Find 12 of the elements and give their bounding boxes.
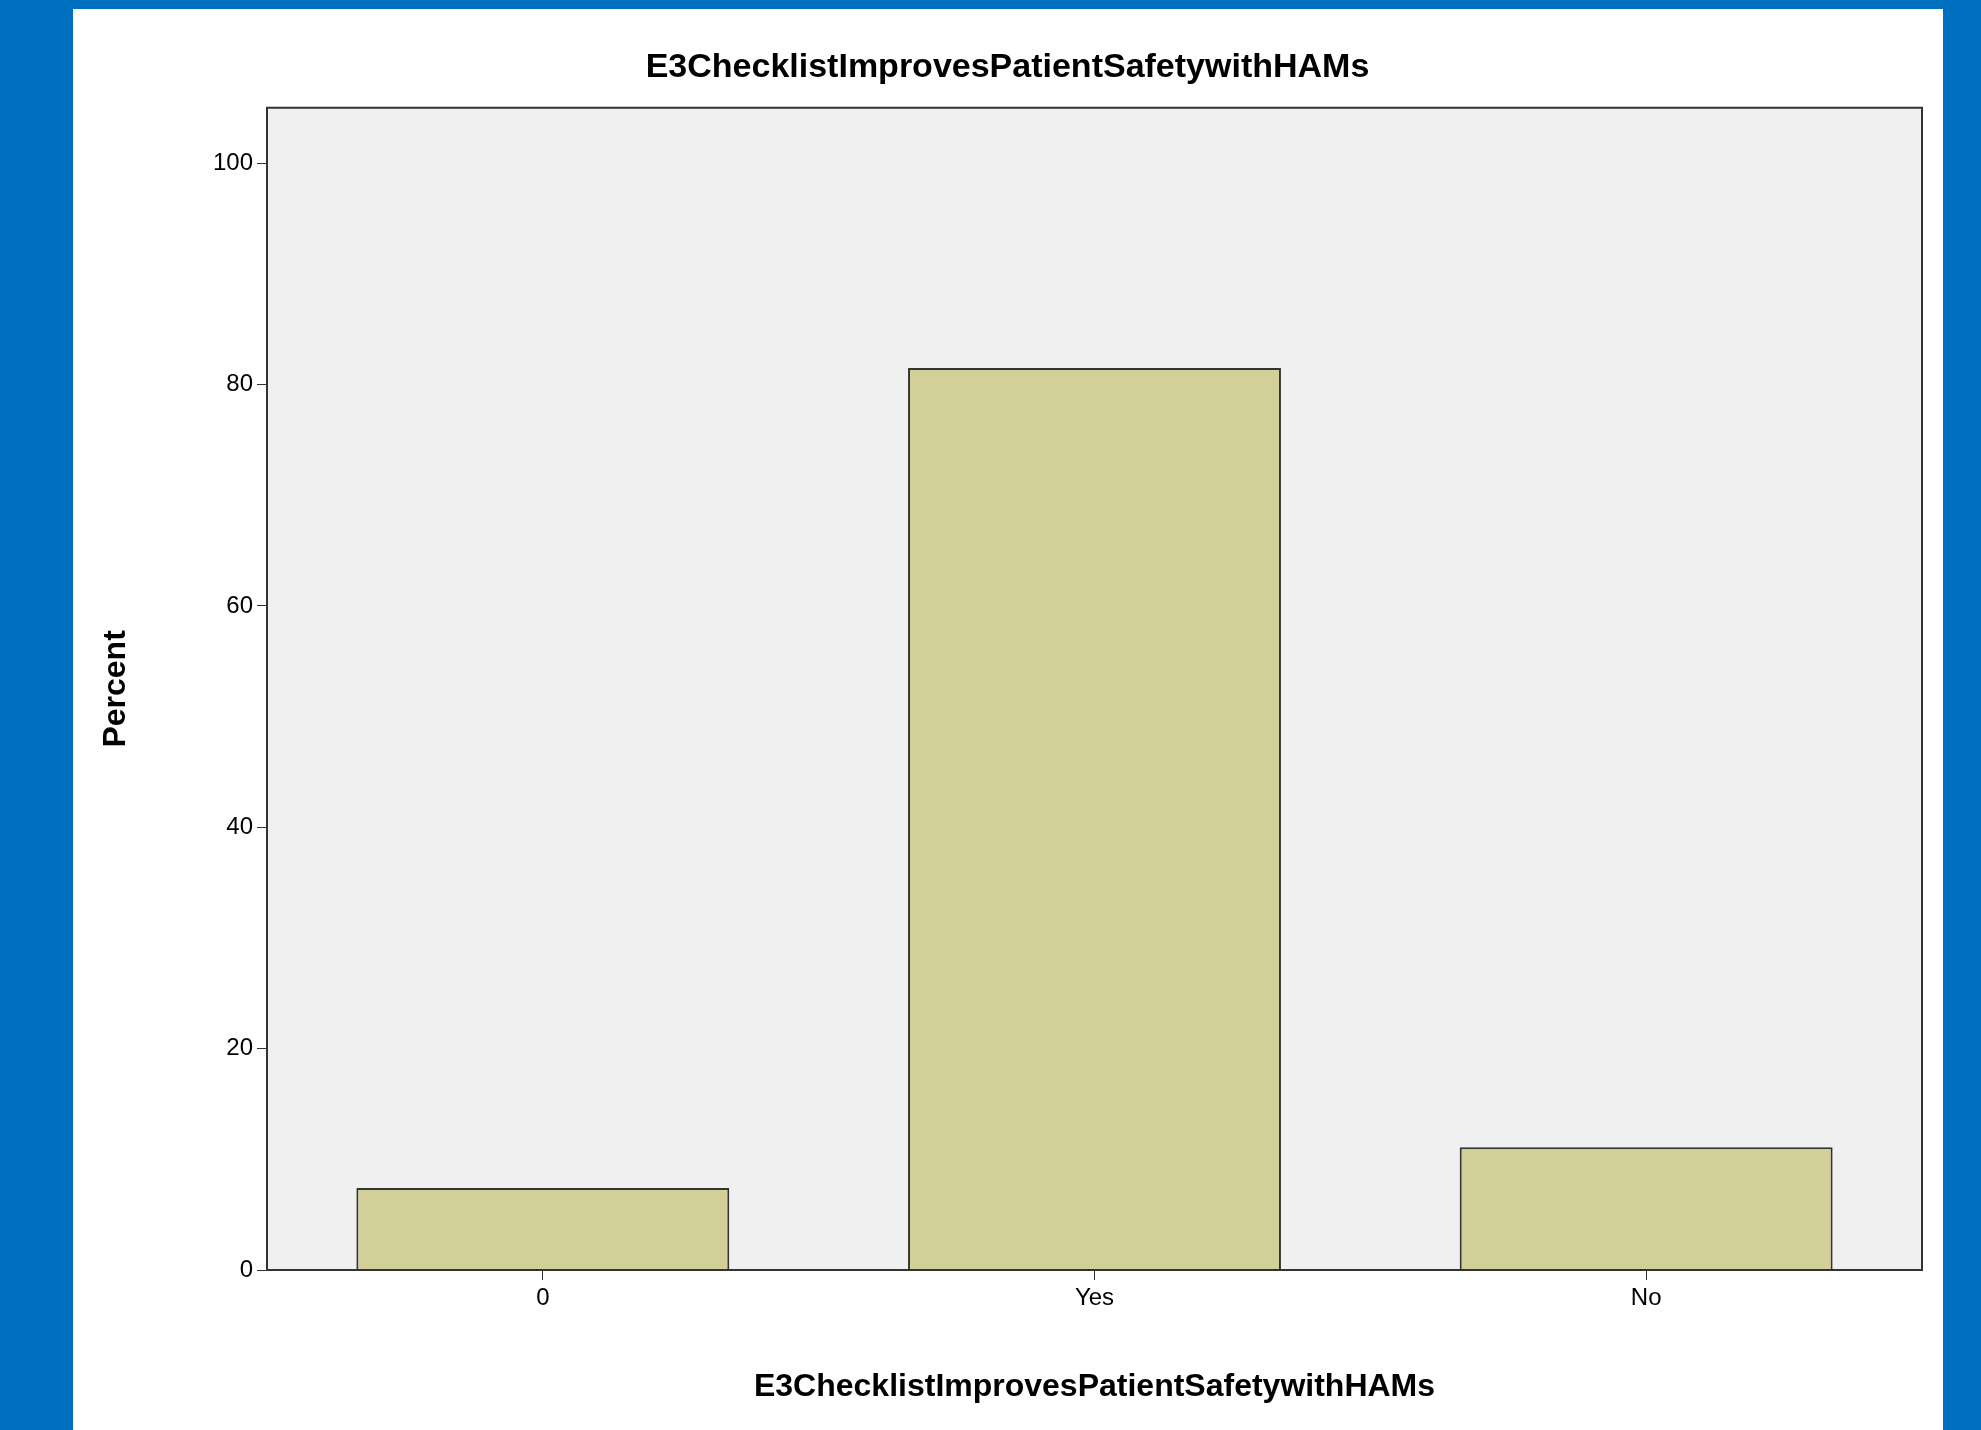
- y-tick-label: 80: [226, 369, 253, 397]
- x-tick-label: 0: [536, 1283, 550, 1311]
- x-tick-label: No: [1630, 1283, 1662, 1311]
- y-tick-label: 0: [239, 1254, 253, 1282]
- x-tick-label: Yes: [1074, 1283, 1115, 1311]
- y-tick-label: 60: [226, 590, 253, 618]
- chart-title: E3ChecklistImprovesPatientSafetywithHAMs: [645, 45, 1370, 84]
- y-axis-title: Percent: [96, 629, 133, 748]
- y-tick-label: 20: [226, 1033, 253, 1061]
- y-tick-label: 40: [226, 811, 253, 839]
- y-tick-label: 100: [212, 147, 253, 175]
- x-axis-title: E3ChecklistImprovesPatientSafetywithHAMs: [753, 1366, 1436, 1403]
